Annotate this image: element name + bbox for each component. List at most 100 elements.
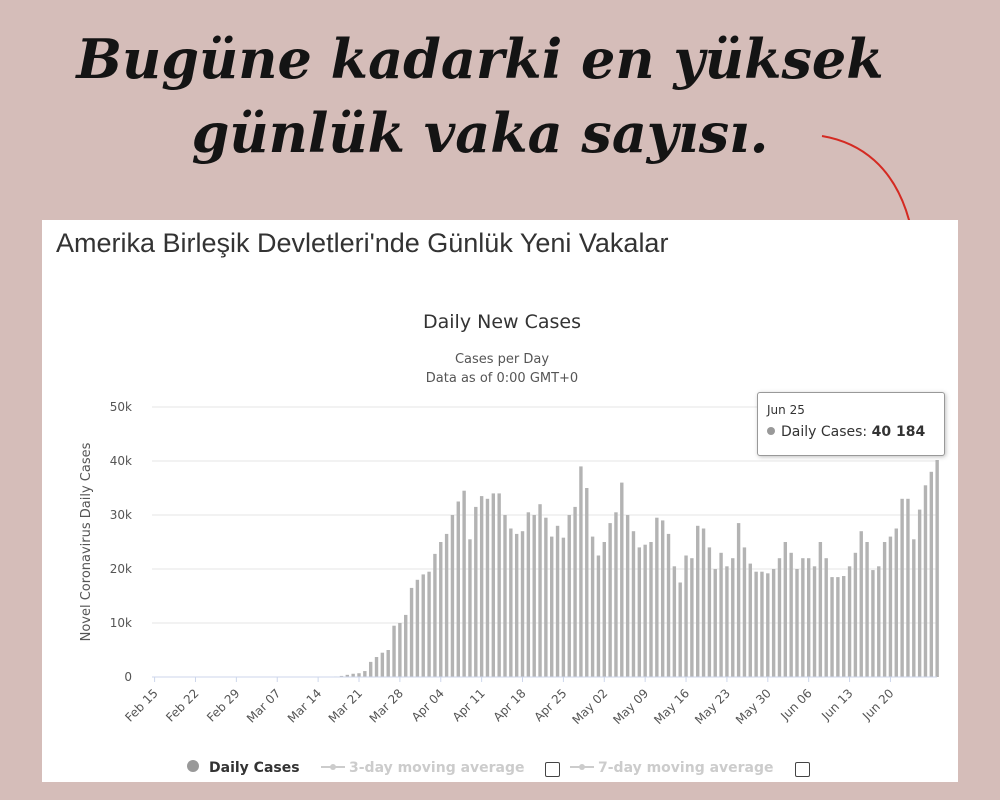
- bar[interactable]: [660, 520, 665, 677]
- bar[interactable]: [701, 528, 706, 678]
- bar[interactable]: [935, 460, 939, 677]
- bar[interactable]: [620, 482, 624, 677]
- bar[interactable]: [602, 542, 606, 677]
- bar[interactable]: [550, 536, 554, 677]
- bar[interactable]: [631, 531, 636, 677]
- bar[interactable]: [917, 509, 922, 677]
- bar[interactable]: [590, 536, 595, 677]
- bar[interactable]: [777, 558, 782, 677]
- bar[interactable]: [625, 515, 630, 677]
- bar[interactable]: [754, 571, 758, 677]
- bar[interactable]: [655, 517, 659, 677]
- bar[interactable]: [450, 515, 455, 677]
- bar[interactable]: [374, 657, 379, 677]
- bar[interactable]: [567, 515, 571, 677]
- bar[interactable]: [882, 542, 887, 677]
- bar[interactable]: [766, 573, 770, 677]
- bar[interactable]: [444, 533, 449, 677]
- bar[interactable]: [497, 493, 501, 677]
- bar[interactable]: [871, 570, 875, 677]
- bar[interactable]: [801, 558, 805, 677]
- bar[interactable]: [678, 582, 682, 678]
- bar[interactable]: [888, 536, 893, 677]
- bar[interactable]: [818, 542, 823, 677]
- bar[interactable]: [345, 674, 350, 677]
- bar[interactable]: [608, 523, 612, 677]
- bar[interactable]: [900, 498, 904, 677]
- bar[interactable]: [532, 515, 536, 677]
- bar[interactable]: [380, 652, 385, 677]
- bar[interactable]: [719, 552, 723, 677]
- bar[interactable]: [742, 547, 747, 677]
- bar[interactable]: [783, 542, 788, 677]
- bar[interactable]: [439, 542, 443, 677]
- bar[interactable]: [906, 498, 910, 677]
- bar[interactable]: [824, 558, 828, 677]
- bar[interactable]: [736, 523, 741, 677]
- bar[interactable]: [456, 501, 460, 678]
- bar[interactable]: [462, 490, 466, 677]
- bar[interactable]: [684, 555, 688, 678]
- bar[interactable]: [806, 558, 811, 677]
- bar[interactable]: [555, 525, 560, 677]
- bar[interactable]: [830, 577, 834, 677]
- bar[interactable]: [894, 528, 898, 678]
- bar[interactable]: [923, 485, 928, 677]
- bar[interactable]: [479, 496, 484, 677]
- bar[interactable]: [398, 623, 402, 677]
- bar[interactable]: [579, 466, 583, 677]
- bar[interactable]: [812, 566, 817, 677]
- checkbox-3day-average[interactable]: [545, 762, 560, 777]
- bar[interactable]: [561, 537, 566, 677]
- bar[interactable]: [357, 673, 361, 677]
- bar[interactable]: [363, 671, 367, 677]
- bar[interactable]: [339, 675, 344, 677]
- checkbox-7day-average[interactable]: [795, 762, 810, 777]
- bar[interactable]: [614, 512, 618, 677]
- bar[interactable]: [503, 515, 507, 677]
- bar[interactable]: [538, 504, 542, 677]
- legend-7day[interactable]: 7-day moving average: [598, 760, 774, 776]
- bar[interactable]: [713, 569, 717, 677]
- legend-daily-cases[interactable]: Daily Cases: [209, 760, 300, 776]
- bar[interactable]: [573, 506, 577, 677]
- bar[interactable]: [853, 552, 858, 677]
- bar[interactable]: [696, 525, 700, 677]
- bar[interactable]: [485, 498, 490, 677]
- bar[interactable]: [491, 493, 496, 677]
- bar[interactable]: [427, 571, 431, 677]
- bar[interactable]: [351, 673, 355, 677]
- bar[interactable]: [789, 552, 793, 677]
- bar[interactable]: [514, 533, 519, 677]
- bar[interactable]: [409, 587, 414, 677]
- bar[interactable]: [731, 558, 735, 677]
- bar[interactable]: [544, 517, 548, 677]
- bar[interactable]: [468, 539, 472, 677]
- bar[interactable]: [842, 576, 846, 677]
- bar[interactable]: [433, 553, 437, 677]
- bar[interactable]: [368, 661, 373, 677]
- bar[interactable]: [415, 579, 420, 677]
- bar[interactable]: [596, 555, 601, 678]
- bar[interactable]: [795, 569, 799, 677]
- bar[interactable]: [912, 539, 916, 677]
- bar[interactable]: [649, 542, 653, 677]
- bar[interactable]: [509, 528, 513, 678]
- bar[interactable]: [404, 614, 408, 677]
- bar[interactable]: [526, 512, 531, 677]
- bar[interactable]: [585, 488, 589, 677]
- bar[interactable]: [748, 563, 752, 677]
- bar[interactable]: [637, 547, 642, 677]
- bar[interactable]: [760, 571, 764, 677]
- bar[interactable]: [643, 544, 647, 677]
- bar[interactable]: [865, 542, 869, 677]
- bar[interactable]: [847, 566, 852, 677]
- bar[interactable]: [666, 533, 671, 677]
- bar[interactable]: [707, 547, 712, 677]
- bar[interactable]: [690, 558, 694, 677]
- bar[interactable]: [836, 577, 840, 677]
- bar[interactable]: [386, 650, 390, 677]
- bar[interactable]: [474, 506, 478, 677]
- bar[interactable]: [771, 569, 776, 677]
- bar[interactable]: [725, 566, 729, 677]
